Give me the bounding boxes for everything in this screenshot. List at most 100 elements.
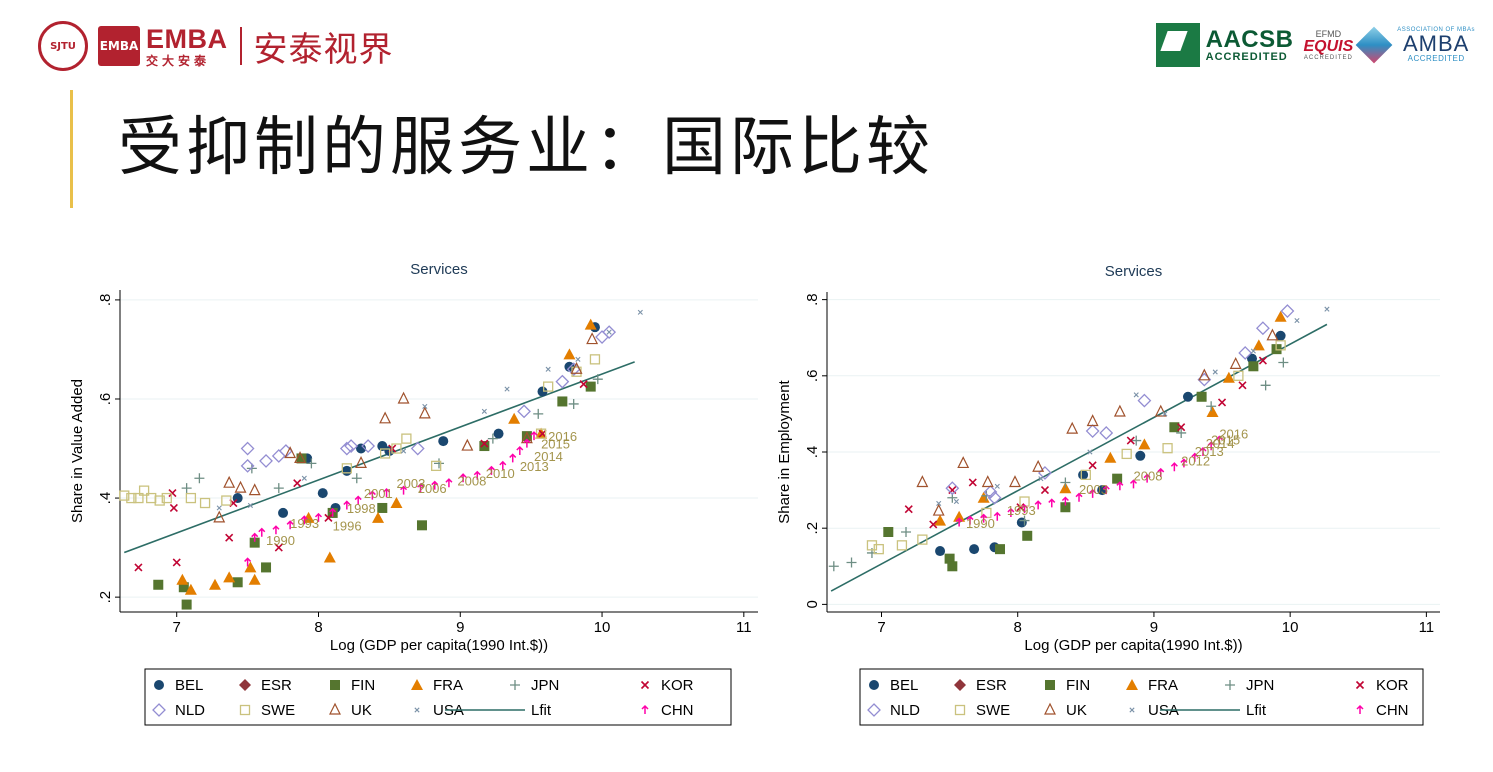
x-tick-label: 8 bbox=[314, 619, 322, 636]
y-axis-label: Share in Employment bbox=[776, 379, 793, 523]
point-fin bbox=[557, 396, 568, 407]
point-jpn bbox=[1278, 357, 1289, 368]
point-uk bbox=[418, 406, 431, 419]
point-usa bbox=[247, 502, 254, 509]
point-bel bbox=[537, 386, 548, 397]
point-chn bbox=[314, 512, 323, 522]
y-axis-label: Share in Value Added bbox=[69, 379, 86, 523]
point-usa bbox=[606, 329, 612, 335]
point-nld bbox=[945, 481, 960, 496]
point-chn bbox=[1102, 485, 1110, 495]
legend-label-kor: KOR bbox=[661, 677, 694, 694]
chart-title: Services bbox=[410, 261, 468, 278]
point-kor bbox=[172, 558, 181, 567]
point-chn bbox=[1129, 479, 1138, 489]
point-swe bbox=[154, 495, 165, 506]
point-jpn bbox=[194, 473, 205, 484]
point-swe bbox=[535, 428, 547, 439]
legend-marker-jpn bbox=[510, 680, 520, 690]
point-jpn bbox=[351, 473, 362, 484]
university-seal-logo: SJTU bbox=[38, 21, 88, 71]
amba-sub-text: ACCREDITED bbox=[1407, 54, 1465, 63]
point-kor bbox=[1258, 356, 1267, 365]
x-tick-label: 8 bbox=[1014, 619, 1022, 636]
legend-label-lfit: Lfit bbox=[1246, 702, 1267, 719]
point-jpn bbox=[1206, 401, 1217, 412]
legend-label-chn: CHN bbox=[1376, 702, 1409, 719]
point-chn bbox=[955, 517, 963, 527]
point-chn bbox=[1199, 446, 1207, 456]
series-usa bbox=[936, 306, 1330, 507]
point-chn bbox=[1157, 467, 1165, 477]
point-usa bbox=[481, 408, 487, 414]
year-label: 2012 bbox=[1181, 453, 1210, 468]
point-kor bbox=[324, 513, 333, 522]
point-jpn bbox=[568, 398, 579, 409]
point-usa bbox=[1133, 392, 1139, 398]
point-fin bbox=[249, 537, 260, 548]
point-fra bbox=[563, 348, 576, 360]
point-swe bbox=[138, 485, 150, 496]
services-employment-chart: 7 8 9 10 11 0 .2 .4 .6 .8 Services Log (GDP per cap… bbox=[776, 263, 1440, 726]
legend-label-fra: FRA bbox=[1148, 677, 1178, 694]
point-uk bbox=[234, 480, 247, 493]
point-uk bbox=[284, 446, 297, 459]
equis-sub-text: ACCREDITED bbox=[1303, 54, 1353, 61]
point-fin bbox=[1060, 502, 1071, 513]
point-chn bbox=[251, 532, 259, 542]
legend-label-kor: KOR bbox=[1376, 677, 1409, 694]
legend-label-fin: FIN bbox=[1066, 677, 1090, 694]
point-fra bbox=[208, 578, 221, 590]
x-axis-label: Log (GDP per capita(1990 Int.$)) bbox=[1024, 637, 1242, 654]
legend-marker-usa bbox=[1129, 707, 1135, 713]
point-bel bbox=[493, 428, 504, 439]
point-nld bbox=[1085, 424, 1100, 438]
point-nld bbox=[1255, 321, 1270, 336]
point-jpn bbox=[828, 561, 839, 572]
point-fin bbox=[947, 561, 958, 572]
point-nld bbox=[1137, 393, 1152, 408]
series-uk bbox=[213, 332, 599, 523]
equis-main-text: EQUIS bbox=[1303, 37, 1354, 55]
point-uk bbox=[957, 456, 970, 469]
point-usa bbox=[575, 356, 581, 362]
year-label: 2014 bbox=[1206, 436, 1235, 451]
point-swe bbox=[1080, 469, 1091, 481]
legend-label-bel: BEL bbox=[890, 677, 918, 694]
point-fra bbox=[372, 511, 385, 523]
header-divider bbox=[239, 27, 242, 65]
legend-marker-swe bbox=[239, 704, 251, 716]
point-nld bbox=[240, 458, 255, 473]
year-label: 2015 bbox=[1211, 432, 1240, 447]
point-uk bbox=[1154, 404, 1167, 417]
plot-area bbox=[120, 290, 758, 612]
chart-title: Services bbox=[1105, 263, 1163, 280]
point-chn bbox=[530, 431, 538, 441]
point-swe bbox=[543, 381, 554, 392]
point-kor bbox=[1016, 503, 1025, 512]
point-fra bbox=[223, 571, 236, 583]
gridlines bbox=[827, 299, 1440, 605]
y-tick-label: .8 bbox=[97, 294, 114, 307]
point-fin bbox=[296, 453, 307, 464]
point-usa bbox=[953, 498, 959, 505]
point-swe bbox=[185, 492, 197, 504]
x-tick-label: 10 bbox=[594, 619, 611, 636]
aacsb-wordmark: AACSB ACCREDITED bbox=[1206, 27, 1294, 63]
point-swe bbox=[1233, 370, 1244, 381]
point-usa bbox=[1250, 348, 1256, 354]
legend-marker-chn bbox=[641, 704, 649, 714]
year-label: 2008 bbox=[1134, 469, 1163, 484]
point-swe bbox=[133, 492, 144, 504]
point-uk bbox=[223, 475, 236, 488]
point-fra bbox=[323, 551, 336, 563]
legend-label-esr: ESR bbox=[976, 677, 1007, 694]
point-chn bbox=[509, 453, 517, 463]
x-tick-label: 9 bbox=[456, 619, 464, 636]
y-tick-label: .4 bbox=[804, 446, 821, 459]
point-kor bbox=[1040, 486, 1050, 495]
legend-label-uk: UK bbox=[351, 702, 372, 719]
legend-marker-esr bbox=[954, 679, 966, 691]
point-kor bbox=[480, 439, 489, 448]
